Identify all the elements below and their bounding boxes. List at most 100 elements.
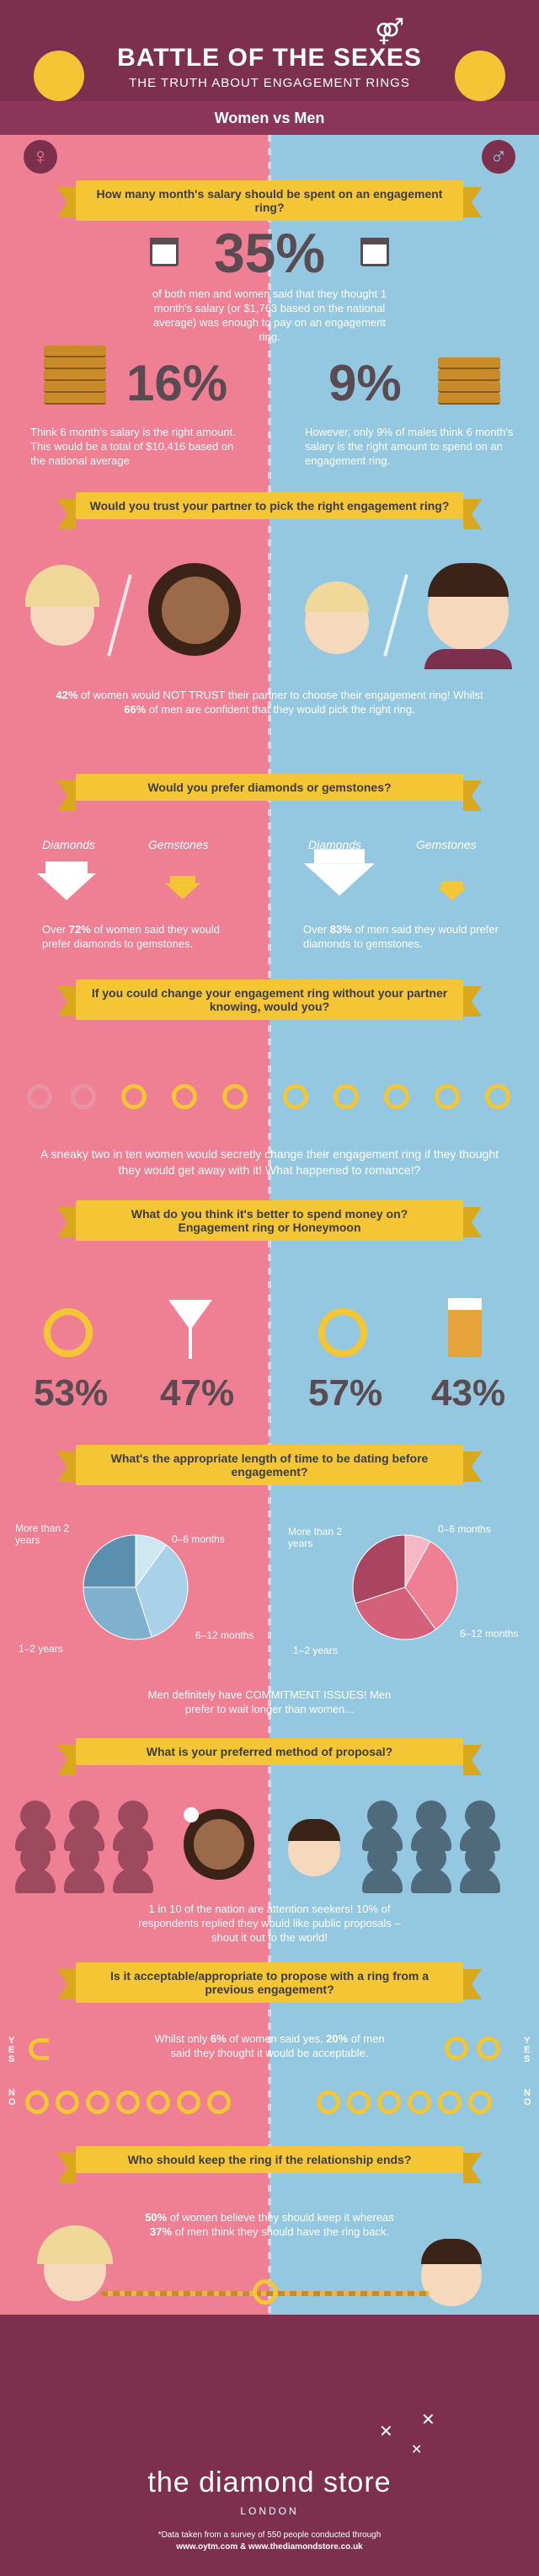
q9-text: 50% of women believe they should keep it… [135, 2210, 404, 2239]
q5-question-line2: Engagement ring or Honeymoon [178, 1221, 361, 1234]
ring-icon [477, 2037, 500, 2060]
men-diamonds-label: Diamonds [308, 838, 362, 851]
proposal-woman-face-icon [194, 1819, 244, 1870]
person-silhouette-icon [15, 1843, 56, 1893]
ring-icon [438, 2090, 462, 2114]
diamond-left-icon [34, 51, 84, 101]
q5-men-honeymoon: 43% [431, 1372, 506, 1414]
sparkle-icon: ✕ [411, 2443, 423, 2457]
q1-text: of both men and women said that they tho… [152, 287, 387, 343]
men-label-0-6: 0–6 months [438, 1523, 491, 1535]
women-label-0-6: 0–6 months [172, 1533, 225, 1545]
coin-stack-icon [438, 393, 500, 405]
person-silhouette-icon [113, 1801, 153, 1851]
person-silhouette-icon [113, 1843, 153, 1893]
brand-name[interactable]: the diamond store [147, 2466, 392, 2498]
q7-text: 1 in 10 of the nation are attention seek… [138, 1902, 401, 1944]
ring-icon [207, 2090, 231, 2114]
ring-icon [121, 1084, 147, 1109]
disputed-ring-icon [253, 2279, 278, 2305]
q1-big-value: 35% [213, 222, 326, 284]
woman-face-icon [162, 577, 229, 644]
ring-icon [172, 1084, 197, 1109]
men-label-6-12: 6–12 months [460, 1628, 519, 1640]
q6-text: Men definitely have COMMITMENT ISSUES! M… [147, 1688, 392, 1715]
pie-slice-2 [83, 1586, 152, 1640]
upset-man-hair-icon [421, 2239, 482, 2264]
q5-question: What do you think it's better to spend m… [57, 1200, 482, 1241]
q2-text: 42% of women would NOT TRUST their partn… [51, 688, 488, 716]
q3-men-text: Over 83% of men said they would prefer d… [303, 922, 505, 951]
ring-icon [116, 2090, 140, 2114]
ring-icon [347, 2090, 371, 2114]
q8-text-part: of men said they thought it would be acc… [170, 2032, 385, 2059]
women-no-label: N O [8, 2088, 16, 2107]
coin-stack-icon [438, 369, 500, 381]
ring-icon [25, 2090, 49, 2114]
center-divider [268, 135, 271, 2411]
men-label-1-2: 1–2 years [293, 1645, 338, 1656]
female-symbol-icon: ♀ [24, 140, 57, 174]
q7-question: What is your preferred method of proposa… [57, 1738, 482, 1775]
q3-question: Would you prefer diamonds or gemstones? [57, 774, 482, 811]
engagement-ring-icon [44, 1308, 93, 1357]
q3-men-pct: 83% [329, 923, 352, 936]
diamond-right-icon [455, 51, 505, 101]
q9-women-pct: 50% [145, 2211, 168, 2224]
coin-stack-icon [438, 381, 500, 393]
ring-icon [147, 2090, 170, 2114]
person-silhouette-icon [411, 1843, 451, 1893]
page-subtitle: THE TRUTH ABOUT ENGAGEMENT RINGS [129, 76, 410, 90]
q8-text: Whilst only 6% of women said yes, 20% of… [152, 2031, 387, 2060]
person-silhouette-icon [64, 1801, 104, 1851]
gemstone-icon [437, 881, 467, 901]
ring-icon [334, 1084, 359, 1109]
source-links[interactable]: www.oytm.com & www.thediamondstore.co.uk [176, 2542, 363, 2552]
footer [0, 2315, 539, 2576]
engagement-ring-icon [318, 1308, 367, 1357]
q9-text-part: of men think they should have the ring b… [172, 2225, 390, 2238]
q1-women-text: Think 6 month's salary is the right amou… [30, 426, 236, 467]
ring-icon [283, 1084, 308, 1109]
gender-symbols-icon: ⚤ [375, 18, 405, 46]
women-yes-label: Y E S [8, 2036, 15, 2064]
half-ring-icon [29, 2038, 49, 2060]
q8-text-part: Whilst only [154, 2032, 211, 2045]
q2-text-part: of men are confident that they would pic… [146, 703, 415, 716]
ring-icon [86, 2090, 109, 2114]
brand-city: LONDON [240, 2505, 299, 2517]
men-no-label: N O [524, 2088, 531, 2107]
q2-text-part: of women would NOT TRUST their partner t… [77, 689, 483, 701]
calendar-left-icon [150, 238, 179, 266]
women-dating-pie-chart [83, 1534, 189, 1640]
q5-men-ring: 57% [308, 1372, 383, 1414]
man-shirt-icon [424, 649, 512, 669]
ring-icon [177, 2090, 200, 2114]
women-label-6-12: 6–12 months [195, 1629, 254, 1641]
coin-stack-icon [44, 369, 106, 381]
ring-icon [445, 2037, 468, 2060]
pie-slice-3 [352, 1534, 406, 1604]
q8-question: Is it acceptable/appropriate to propose … [57, 1962, 482, 2003]
ring-icon [317, 2090, 340, 2114]
q1-question: How many month's salary should be spent … [57, 180, 482, 221]
versus-bar [0, 101, 539, 135]
ring-icon [408, 2090, 431, 2114]
men-label-2plus: More than 2 years [288, 1526, 343, 1549]
ring-icon [485, 1084, 510, 1109]
person-silhouette-icon [362, 1843, 403, 1893]
coin-stack-icon [44, 357, 106, 369]
q3-text-part: of men said they would prefer diamonds t… [303, 923, 499, 950]
q9-question: Who should keep the ring if the relation… [57, 2146, 482, 2183]
coin-stack-icon [44, 381, 106, 393]
ring-icon [56, 2090, 79, 2114]
diamond-icon [304, 849, 375, 896]
pie-slice-1 [135, 1544, 189, 1638]
women-gemstones-label: Gemstones [148, 838, 209, 851]
women-label-2plus: More than 2 years [15, 1522, 70, 1546]
q8-text-part: of women said yes, [226, 2032, 327, 2045]
person-silhouette-icon [460, 1801, 500, 1851]
pie-slice-3 [83, 1534, 136, 1588]
q1-men-value: 9% [328, 355, 402, 411]
cocktail-stem-icon [189, 1328, 192, 1359]
